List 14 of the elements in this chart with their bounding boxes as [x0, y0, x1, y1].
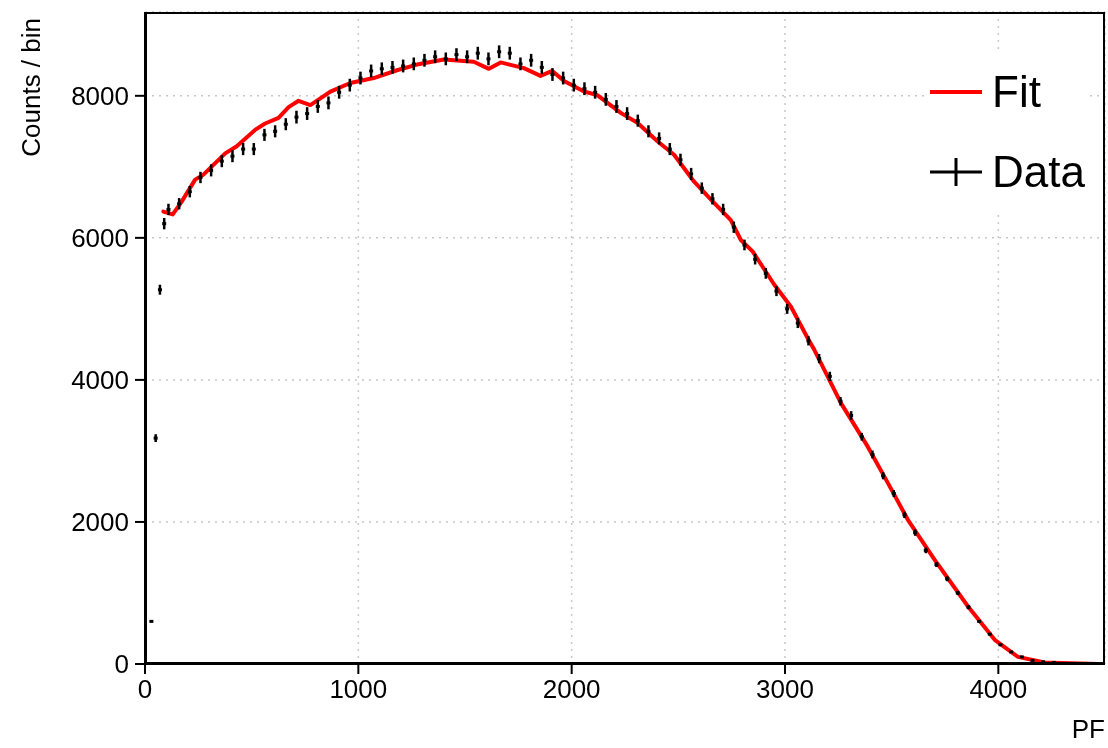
- x-tick-label: 3000: [756, 674, 814, 705]
- y-tick-label: 6000: [71, 223, 129, 254]
- y-tick-label: 4000: [71, 365, 129, 396]
- y-axis-title: Counts / bin: [16, 18, 47, 157]
- x-tick-label: 1000: [329, 674, 388, 705]
- x-tick-label: 0: [137, 674, 153, 705]
- legend-label: Fit: [992, 67, 1041, 117]
- legend-label: Data: [992, 147, 1085, 197]
- y-tick-label: 2000: [71, 507, 129, 538]
- x-axis-title: PF: [1071, 714, 1105, 745]
- x-tick-label: 2000: [542, 674, 601, 705]
- x-tick-label: 4000: [969, 674, 1028, 705]
- y-tick-label: 0: [114, 649, 129, 680]
- y-tick-label: 8000: [71, 81, 129, 112]
